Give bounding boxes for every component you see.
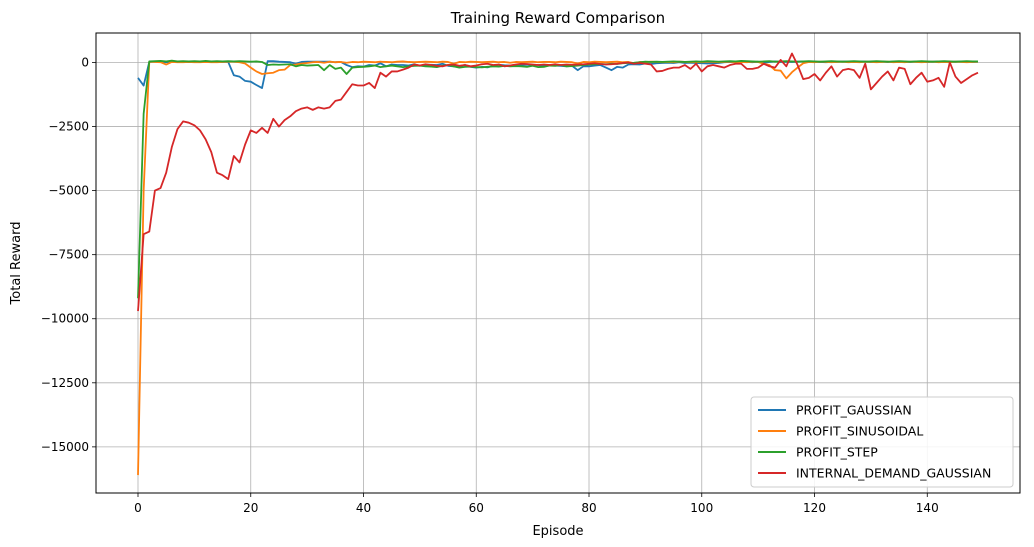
x-axis-label: Episode: [532, 524, 583, 539]
legend-label: INTERNAL_DEMAND_GAUSSIAN: [796, 466, 991, 481]
y-tick-label: 0: [81, 55, 89, 69]
legend-label: PROFIT_GAUSSIAN: [796, 403, 912, 418]
y-tick-label: −5000: [48, 184, 89, 198]
x-tick-label: 20: [243, 501, 258, 515]
plot-frame: [95, 32, 1021, 494]
x-tick-label: 40: [356, 501, 371, 515]
y-tick-label: −15000: [41, 440, 89, 454]
x-tick-label: 140: [916, 501, 939, 515]
legend-label: PROFIT_SINUSOIDAL: [796, 424, 923, 439]
y-tick-label: −7500: [48, 248, 89, 262]
legend-box: [750, 396, 1014, 488]
legend-label: PROFIT_STEP: [796, 445, 878, 460]
x-tick-label: 0: [134, 501, 142, 515]
legend: PROFIT_GAUSSIAN PROFIT_SINUSOIDAL PROFIT_S…: [750, 396, 1014, 488]
x-tick-label: 100: [690, 501, 713, 515]
series-layer: [137, 52, 979, 476]
x-tick-label: 60: [469, 501, 484, 515]
y-tick-label: −2500: [48, 120, 89, 134]
x-tick-label: 80: [581, 501, 596, 515]
y-tick-label: −10000: [41, 312, 89, 326]
y-axis-label: Total Reward: [9, 222, 24, 306]
y-tick-label: −12500: [41, 376, 89, 390]
chart-title: Training Reward Comparison: [450, 9, 665, 27]
x-tick-label: 120: [803, 501, 826, 515]
series-line-internal-demand-gaussian: [137, 52, 979, 312]
axis-ticks: 0 20 40 60 80 100 120 140 −15000 −12500 −10000 −750…: [41, 55, 939, 515]
